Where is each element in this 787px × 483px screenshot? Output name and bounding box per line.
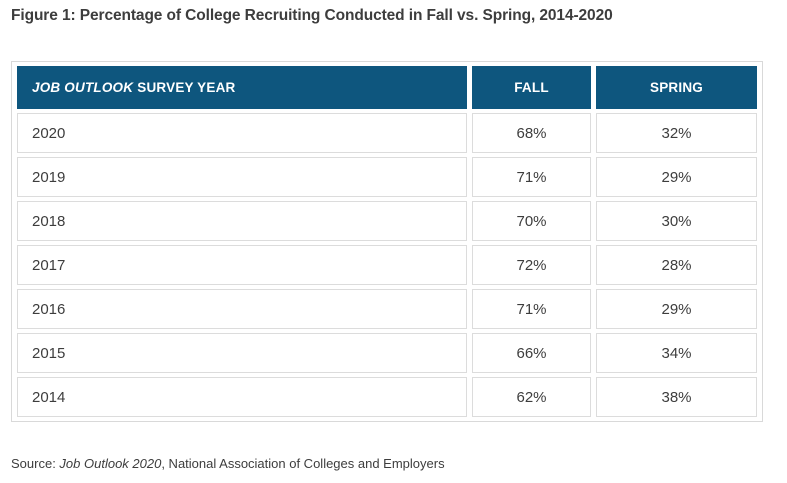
table-row-2016: 2016 71% 29% <box>17 289 757 329</box>
table-row-2019: 2019 71% 29% <box>17 157 757 197</box>
figure-title: Figure 1: Percentage of College Recruiti… <box>11 7 613 24</box>
spring-value-cell: 30% <box>596 201 757 241</box>
survey-year-label: SURVEY YEAR <box>137 80 236 95</box>
fall-value-cell: 66% <box>472 333 591 373</box>
table-row-2018: 2018 70% 30% <box>17 201 757 241</box>
table-row-2020: 2020 68% 32% <box>17 113 757 153</box>
source-work-title: Job Outlook 2020 <box>59 456 162 471</box>
fall-value-cell: 68% <box>472 113 591 153</box>
spring-value-cell: 32% <box>596 113 757 153</box>
year-cell: 2019 <box>17 157 467 197</box>
year-cell: 2014 <box>17 377 467 417</box>
year-cell: 2020 <box>17 113 467 153</box>
source-prefix: Source: <box>11 456 60 471</box>
fall-value-cell: 72% <box>472 245 591 285</box>
header-row: JOB OUTLOOK SURVEY YEAR FALL SPRING <box>17 66 757 109</box>
column-header-spring: SPRING <box>596 66 757 109</box>
column-header-fall: FALL <box>472 66 591 109</box>
year-cell: 2015 <box>17 333 467 373</box>
spring-value-cell: 29% <box>596 289 757 329</box>
year-cell: 2017 <box>17 245 467 285</box>
source-suffix: , National Association of Colleges and E… <box>161 456 445 471</box>
table-row-2017: 2017 72% 28% <box>17 245 757 285</box>
fall-value-cell: 62% <box>472 377 591 417</box>
table-row-2015: 2015 66% 34% <box>17 333 757 373</box>
fall-value-cell: 71% <box>472 157 591 197</box>
spring-value-cell: 38% <box>596 377 757 417</box>
spring-value-cell: 28% <box>596 245 757 285</box>
column-header-survey-year: JOB OUTLOOK SURVEY YEAR <box>17 66 467 109</box>
table-container: JOB OUTLOOK SURVEY YEAR FALL SPRING 2020 … <box>11 61 763 422</box>
recruiting-table: JOB OUTLOOK SURVEY YEAR FALL SPRING 2020 … <box>12 62 762 421</box>
spring-value-cell: 29% <box>596 157 757 197</box>
spring-value-cell: 34% <box>596 333 757 373</box>
year-cell: 2016 <box>17 289 467 329</box>
year-cell: 2018 <box>17 201 467 241</box>
job-outlook-italic-label: JOB OUTLOOK <box>32 80 134 95</box>
fall-value-cell: 71% <box>472 289 591 329</box>
table-row-2014: 2014 62% 38% <box>17 377 757 417</box>
source-note: Source: Job Outlook 2020, National Assoc… <box>11 456 777 471</box>
fall-value-cell: 70% <box>472 201 591 241</box>
